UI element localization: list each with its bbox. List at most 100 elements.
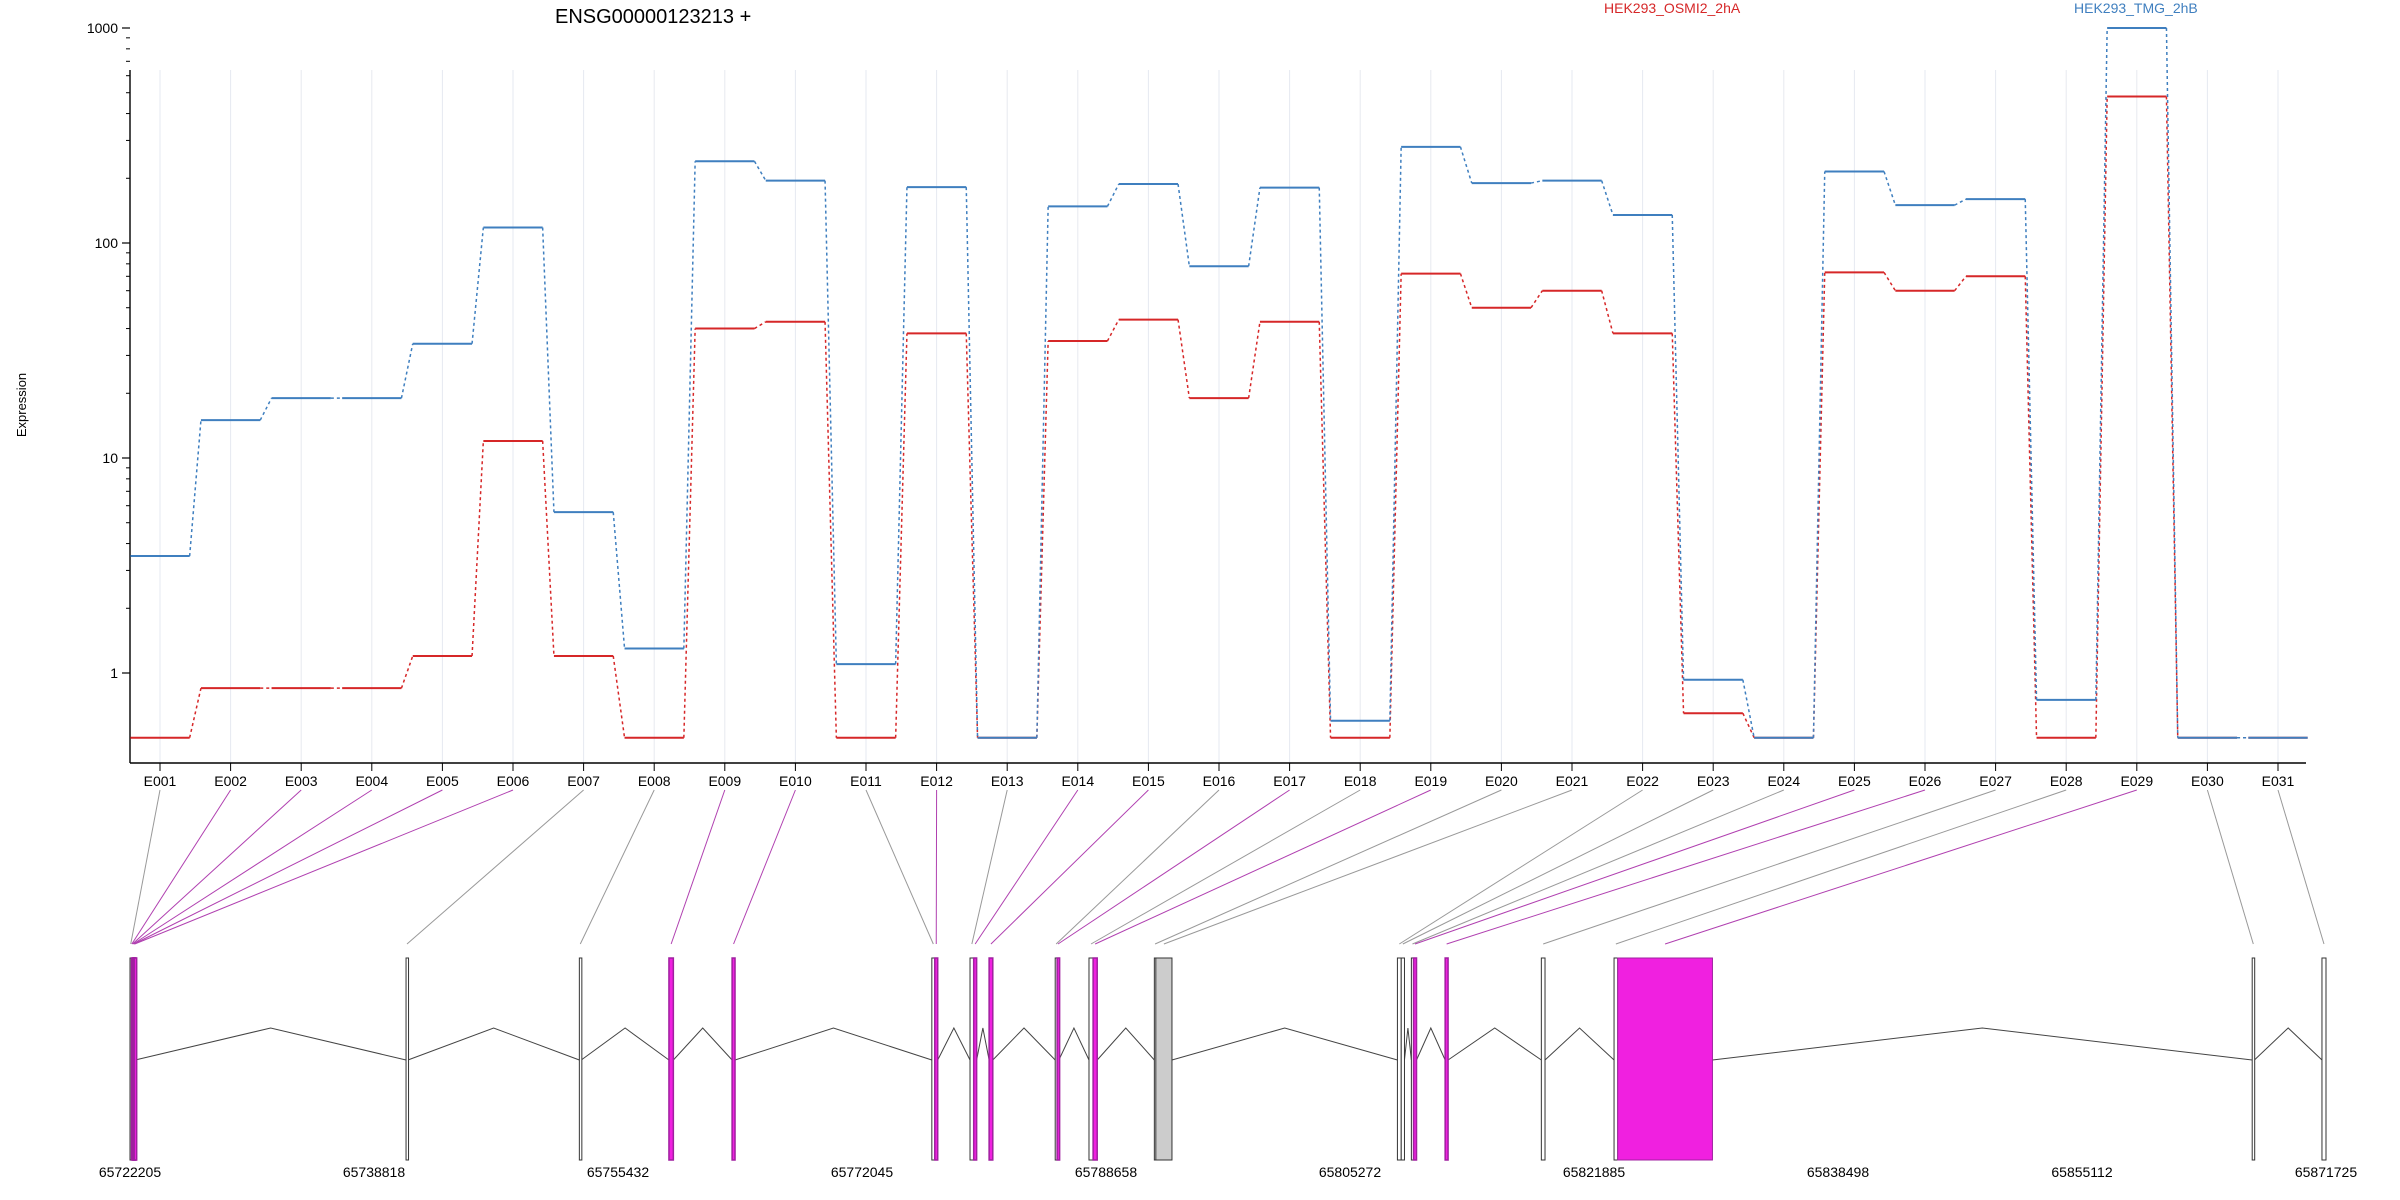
exon-box — [578, 957, 583, 1161]
x-tick-label: E002 — [214, 773, 247, 789]
x-tick-label: E001 — [144, 773, 177, 789]
genomic-coord-label: 65821885 — [1563, 1164, 1626, 1180]
intron-line — [976, 1027, 990, 1061]
exon-connector — [579, 789, 655, 945]
series-connector — [1600, 180, 1614, 216]
genomic-coord-label: 65788658 — [1075, 1164, 1138, 1180]
exon-connector — [670, 789, 726, 945]
x-tick-label: E022 — [1626, 773, 1659, 789]
intron-line — [1416, 1026, 1446, 1061]
intron-line — [992, 1027, 1056, 1061]
genomic-coord-label: 65772045 — [831, 1164, 894, 1180]
series-connector — [824, 180, 838, 665]
series-connector — [2095, 27, 2108, 700]
x-tick-label: E004 — [355, 773, 388, 789]
genomic-coord-label: 65855112 — [2051, 1164, 2112, 1180]
intron-line — [734, 1027, 932, 1061]
genomic-coord-label: 65838498 — [1807, 1164, 1870, 1180]
y-tick-label: 1 — [110, 665, 118, 681]
exon-connector — [133, 789, 443, 945]
x-tick-label: E019 — [1414, 773, 1447, 789]
legend-label-osmi2: HEK293_OSMI2_2hA — [1604, 0, 1741, 16]
series-connector — [471, 227, 485, 344]
exon-connector — [132, 789, 373, 945]
exon-connector — [1446, 789, 1926, 945]
exon-connector — [733, 789, 796, 945]
series-connector — [1247, 187, 1261, 267]
intron-line — [580, 1027, 670, 1061]
exon-box — [668, 957, 675, 1161]
series-connector — [1742, 679, 1755, 738]
series-connector — [965, 187, 979, 738]
series-connector — [965, 333, 979, 738]
exon-connector — [1154, 789, 1502, 945]
grid-layer — [159, 70, 2279, 763]
exon-box — [972, 957, 978, 1161]
x-tick-label: E027 — [1979, 773, 2012, 789]
genomic-coord-label: 65871725 — [2295, 1164, 2358, 1180]
series-connector — [1318, 187, 1332, 721]
x-tick-label: E016 — [1203, 773, 1236, 789]
exon-connector — [1163, 789, 1573, 945]
series-connector — [1742, 712, 1755, 739]
series-connector — [2165, 27, 2179, 738]
exon-connector — [1090, 789, 1361, 945]
x-tick-label: E011 — [850, 773, 882, 789]
x-tick-label: E010 — [779, 773, 812, 789]
exon-connector — [971, 789, 1008, 945]
exon-connector — [1414, 789, 1855, 945]
genomic-coord-label: 65722205 — [99, 1164, 162, 1180]
series-connector — [894, 333, 908, 738]
exon-connector — [1664, 789, 2137, 945]
series-connector — [2024, 276, 2038, 738]
x-tick-label: E008 — [638, 773, 671, 789]
series-connector — [754, 321, 767, 330]
series-1 — [130, 27, 2308, 739]
x-tick-label: E014 — [1061, 773, 1094, 789]
series-connector — [2095, 96, 2108, 738]
intron-line — [135, 1027, 407, 1061]
x-tick-label: E029 — [2120, 773, 2153, 789]
x-tick-label: E013 — [991, 773, 1024, 789]
exon-connector — [1402, 789, 1714, 945]
series-connector — [753, 160, 767, 182]
series-layer — [130, 27, 2308, 739]
x-tick-label: E026 — [1909, 773, 1942, 789]
exon-connector — [1094, 789, 1432, 945]
exon-connector — [131, 789, 232, 945]
series-connector — [683, 328, 696, 738]
exon-box — [2321, 957, 2327, 1161]
exon-box — [1056, 957, 1061, 1161]
chart-title: ENSG00000123213 + — [555, 6, 751, 28]
exon-box — [1617, 957, 1713, 1161]
exon-box — [405, 957, 410, 1161]
exon-connector — [134, 789, 514, 945]
x-tick-label: E015 — [1132, 773, 1165, 789]
exon-connector — [865, 789, 934, 945]
x-tick-label: E017 — [1273, 773, 1306, 789]
y-tick-label: 100 — [95, 235, 119, 251]
genomic-coord-label: 65805272 — [1319, 1164, 1382, 1180]
exon-connector — [974, 789, 1079, 945]
intron-line — [672, 1027, 733, 1061]
series-0 — [130, 95, 2308, 739]
exon-connector — [2277, 789, 2325, 945]
exon-box — [731, 957, 736, 1161]
exon-connector — [1543, 789, 1996, 945]
x-tick-label: E009 — [708, 773, 741, 789]
x-tick-label: E030 — [2191, 773, 2224, 789]
exon-connector — [1057, 789, 1290, 945]
exon-connector — [1412, 789, 1784, 945]
x-tick-label: E003 — [285, 773, 318, 789]
exon-box — [1092, 957, 1098, 1161]
x-tick-label: E031 — [2262, 773, 2295, 789]
y-tick-label: 1000 — [87, 20, 118, 36]
intron-line — [937, 1026, 971, 1061]
exon-connector — [1615, 789, 2067, 945]
series-connector — [1106, 319, 1120, 342]
x-tick-label: E018 — [1344, 773, 1377, 789]
exon-box — [1155, 957, 1173, 1161]
series-connector — [1530, 179, 1543, 184]
